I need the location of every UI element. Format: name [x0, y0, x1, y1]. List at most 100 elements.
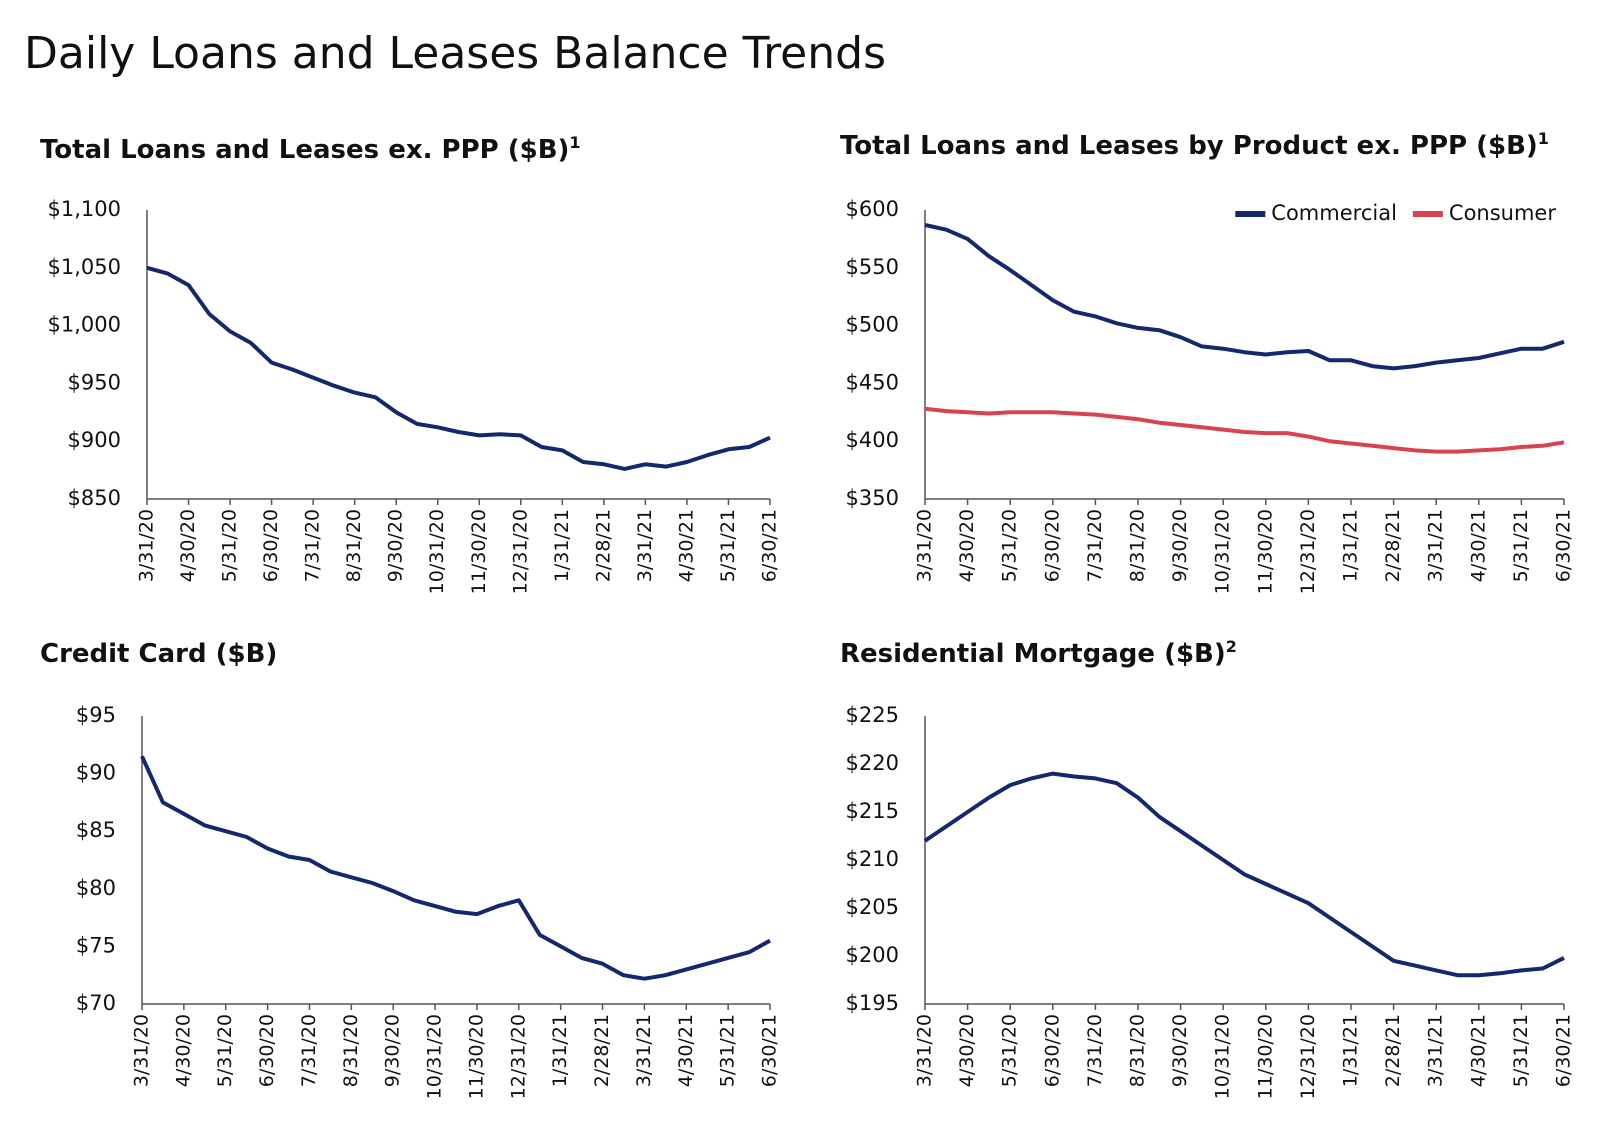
- x-tick-label: 12/31/20: [507, 1014, 529, 1099]
- x-tick-label: 3/31/20: [914, 1014, 936, 1087]
- x-tick-label: 4/30/20: [172, 1014, 194, 1087]
- x-tick-label: 9/30/20: [1169, 1014, 1191, 1087]
- x-tick-label: 11/30/20: [1254, 509, 1276, 594]
- page-title: Daily Loans and Leases Balance Trends: [24, 28, 886, 79]
- x-tick-label: 6/30/20: [260, 509, 282, 582]
- x-tick-label: 7/31/20: [1084, 1014, 1106, 1087]
- x-tick-label: 7/31/20: [1084, 509, 1106, 582]
- x-tick-label: 5/31/21: [1510, 509, 1532, 582]
- x-tick-label: 3/31/20: [914, 509, 936, 582]
- data-line: [924, 223, 1565, 371]
- y-tick-label: $195: [846, 991, 899, 1015]
- x-tick-label: 3/31/21: [1425, 1014, 1447, 1087]
- x-tick-label: 5/31/20: [214, 1014, 236, 1087]
- x-tick-label: 5/31/21: [717, 1014, 739, 1087]
- x-tick-label: 2/28/21: [1382, 509, 1404, 582]
- x-tick-label: 8/31/20: [340, 1014, 362, 1087]
- x-tick-label: 3/31/21: [634, 509, 656, 582]
- x-tick-label: 5/31/20: [999, 509, 1021, 582]
- data-line: [140, 755, 771, 981]
- x-tick-label: 11/30/20: [468, 509, 490, 594]
- x-tick-label: 1/31/21: [1340, 509, 1362, 582]
- x-tick-label: 2/28/21: [1382, 1014, 1404, 1087]
- x-tick-label: 5/31/21: [717, 509, 739, 582]
- data-line: [923, 771, 1565, 978]
- x-tick-label: 3/31/21: [1425, 509, 1447, 582]
- panel-title-text: Credit Card ($B): [40, 639, 277, 669]
- x-tick-label: 4/30/20: [956, 509, 978, 582]
- y-tick-label: $90: [76, 761, 116, 785]
- x-tick-label: 10/31/20: [1212, 1014, 1234, 1099]
- x-tick-label: 10/31/20: [426, 509, 448, 594]
- x-tick-label: 6/30/20: [1041, 509, 1063, 582]
- x-tick-label: 4/30/20: [956, 1014, 978, 1087]
- x-tick-label: 11/30/20: [465, 1014, 487, 1099]
- y-tick-label: $205: [846, 895, 899, 919]
- x-tick-label: 6/30/21: [1553, 1014, 1575, 1087]
- x-tick-label: 4/30/20: [177, 509, 199, 582]
- panel-title-text: Total Loans and Leases ex. PPP ($B): [40, 135, 569, 165]
- x-tick-label: 9/30/20: [1169, 509, 1191, 582]
- footnote-marker: 1: [569, 133, 580, 152]
- y-tick-label: $85: [76, 818, 116, 842]
- x-tick-label: 7/31/20: [302, 509, 324, 582]
- x-tick-label: 12/31/20: [1297, 509, 1319, 594]
- y-tick-label: $1,050: [48, 255, 121, 279]
- x-tick-label: 12/31/20: [509, 509, 531, 594]
- x-tick-label: 4/30/21: [1467, 1014, 1489, 1087]
- y-tick-label: $450: [846, 370, 899, 394]
- legend-label: Commercial: [1271, 201, 1397, 225]
- x-tick-label: 9/30/20: [382, 1014, 404, 1087]
- x-tick-label: 8/31/20: [1127, 509, 1149, 582]
- x-tick-label: 6/30/20: [256, 1014, 278, 1087]
- panel-title: Residential Mortgage ($B)2: [840, 637, 1237, 669]
- y-tick-label: $200: [846, 943, 899, 967]
- footnote-marker: 1: [1538, 129, 1549, 148]
- panel-title: Total Loans and Leases by Product ex. PP…: [840, 129, 1549, 161]
- y-tick-label: $350: [846, 486, 899, 510]
- y-tick-label: $1,000: [48, 313, 121, 337]
- x-tick-label: 1/31/21: [1340, 1014, 1362, 1087]
- panel-title-text: Total Loans and Leases by Product ex. PP…: [840, 131, 1538, 161]
- y-tick-label: $225: [846, 703, 899, 727]
- x-tick-label: 12/31/20: [1297, 1014, 1319, 1099]
- panel-title: Total Loans and Leases ex. PPP ($B)1: [40, 133, 581, 165]
- y-tick-label: $210: [846, 847, 899, 871]
- x-tick-label: 10/31/20: [424, 1014, 446, 1099]
- x-tick-label: 2/28/21: [591, 1014, 613, 1087]
- x-tick-label: 4/30/21: [675, 1014, 697, 1087]
- x-tick-label: 5/31/20: [219, 509, 241, 582]
- y-tick-label: $95: [76, 703, 116, 727]
- x-tick-label: 10/31/20: [1212, 509, 1234, 594]
- x-tick-label: 1/31/21: [549, 1014, 571, 1087]
- y-tick-label: $600: [846, 197, 899, 221]
- x-tick-label: 1/31/21: [551, 509, 573, 582]
- y-tick-label: $850: [68, 486, 121, 510]
- y-tick-label: $500: [846, 313, 899, 337]
- x-tick-label: 6/30/21: [1553, 509, 1575, 582]
- x-tick-label: 5/31/21: [1510, 1014, 1532, 1087]
- y-tick-label: $80: [76, 876, 116, 900]
- x-tick-label: 6/30/21: [759, 1014, 781, 1087]
- panel-title: Credit Card ($B): [40, 639, 277, 669]
- x-tick-label: 4/30/21: [675, 509, 697, 582]
- data-line: [146, 265, 771, 471]
- y-tick-label: $950: [68, 370, 121, 394]
- y-tick-label: $1,100: [48, 197, 121, 221]
- x-tick-label: 3/31/20: [131, 1014, 153, 1087]
- panel-title-text: Residential Mortgage ($B): [840, 639, 1226, 669]
- x-tick-label: 11/30/20: [1254, 1014, 1276, 1099]
- data-line: [924, 406, 1565, 454]
- x-tick-label: 7/31/20: [298, 1014, 320, 1087]
- y-tick-label: $220: [846, 751, 899, 775]
- x-tick-label: 6/30/20: [1041, 1014, 1063, 1087]
- x-tick-label: 3/31/20: [136, 509, 158, 582]
- footnote-marker: 2: [1226, 637, 1237, 656]
- y-tick-label: $550: [846, 255, 899, 279]
- x-tick-label: 8/31/20: [343, 509, 365, 582]
- legend-label: Consumer: [1449, 201, 1556, 225]
- y-tick-label: $215: [846, 799, 899, 823]
- x-tick-label: 8/31/20: [1127, 1014, 1149, 1087]
